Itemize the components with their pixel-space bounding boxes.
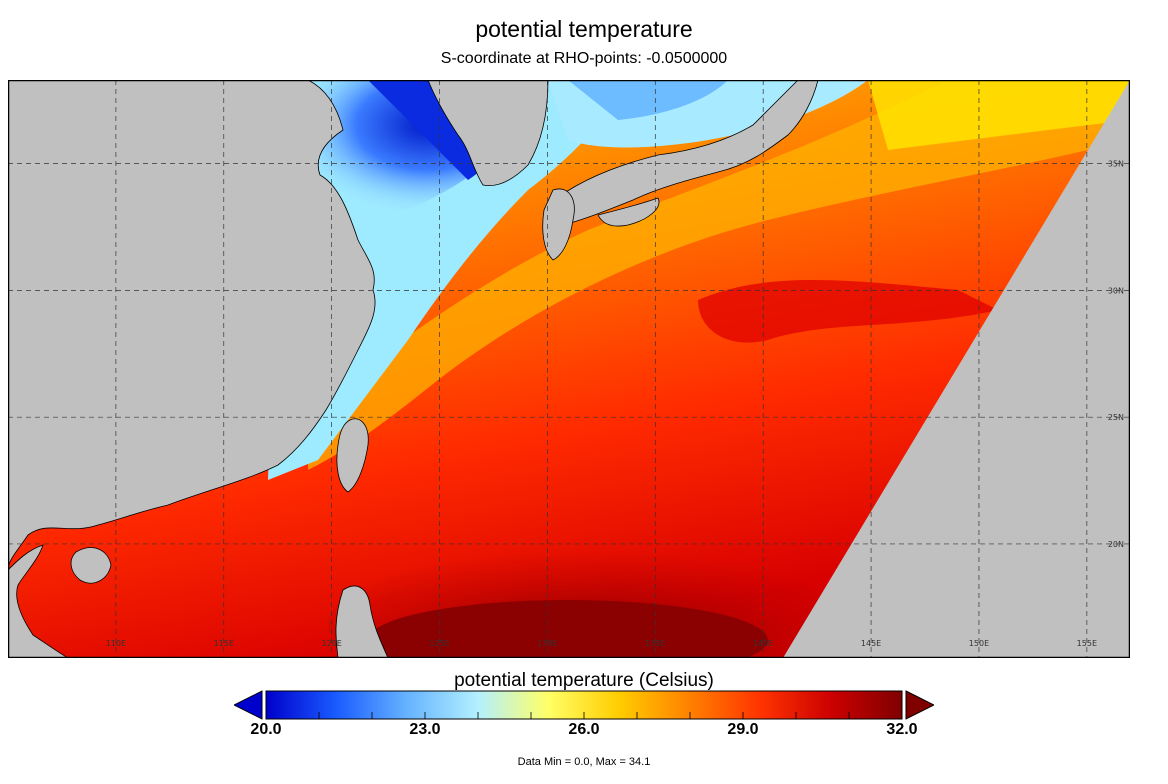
lon-labels: 110E 115E 120E 125E 130E 135E 140E 145E 150E 155E — [106, 639, 1097, 648]
off-domain-area — [783, 80, 1130, 658]
lon-label: 135E — [645, 639, 665, 648]
data-range-text: Data Min = 0.0, Max = 34.1 — [517, 756, 651, 768]
lon-label: 125E — [429, 639, 449, 648]
kuroshio-band — [698, 280, 998, 343]
map-frame — [8, 80, 1130, 658]
land-hainan — [70, 547, 112, 584]
lon-label: 110E — [106, 639, 126, 648]
plot-subtitle: S-coordinate at RHO-points: -0.0500000 — [440, 50, 728, 67]
lon-label: 120E — [321, 639, 341, 648]
land-asia-mainland — [8, 80, 376, 571]
colorbar-tick-label: 20.0 — [250, 721, 282, 738]
lat-label: 35N — [1108, 160, 1124, 169]
lon-label: 155E — [1077, 639, 1097, 648]
lon-label: 150E — [969, 639, 989, 648]
lat-label: 20N — [1108, 540, 1124, 549]
colorbar-tick-label: 29.0 — [727, 721, 759, 738]
colorbar-tick-label: 32.0 — [886, 721, 918, 738]
colorbar-max-arrow — [905, 690, 934, 720]
temperature-map: 110E 115E 120E 125E 130E 135E 140E 145E 150E 155E… — [8, 80, 1130, 658]
lat-lon-grid — [8, 80, 1130, 658]
lon-label: 145E — [861, 639, 881, 648]
lon-label: 130E — [537, 639, 557, 648]
land-taiwan — [336, 418, 369, 493]
transition-band — [308, 80, 1130, 470]
lat-label: 30N — [1108, 286, 1124, 295]
lon-label: 115E — [214, 639, 234, 648]
colorbar-tick-label: 26.0 — [568, 721, 600, 738]
colorbar-title: potential temperature (Celsius) — [454, 670, 714, 691]
colorbar-min-arrow — [234, 690, 263, 720]
land-korea — [427, 80, 549, 187]
land-japan — [547, 80, 819, 226]
lat-labels: 20N 25N 30N 35N — [1108, 160, 1124, 549]
lon-label: 140E — [753, 639, 773, 648]
lat-label: 25N — [1108, 413, 1124, 422]
colorbar — [234, 690, 934, 720]
colorbar-tick-label: 23.0 — [409, 721, 441, 738]
plot-title: potential temperature — [475, 16, 693, 42]
land-luzon — [335, 585, 389, 658]
land-vietnam — [8, 544, 69, 658]
